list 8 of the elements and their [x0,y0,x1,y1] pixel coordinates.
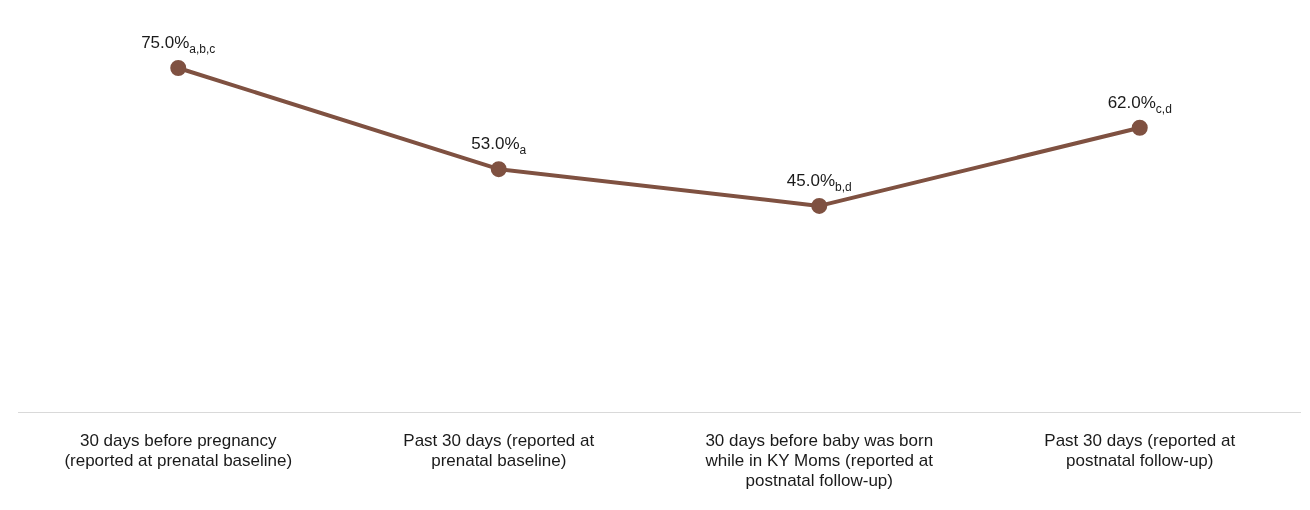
x-tick-label: 30 days before pregnancy (reported at prenatal baseline) [64,430,293,471]
x-tick-label: Past 30 days (reported at postnatal follow-up) [1044,430,1236,471]
point [811,197,828,214]
point [490,161,507,178]
point [170,59,187,76]
x-tick-label: Past 30 days (reported at prenatal baseline) [403,430,595,471]
point [1131,119,1148,136]
x-tick-label: 30 days before baby was born while in KY Moms (reported at postnatal follow-up) [704,430,934,491]
